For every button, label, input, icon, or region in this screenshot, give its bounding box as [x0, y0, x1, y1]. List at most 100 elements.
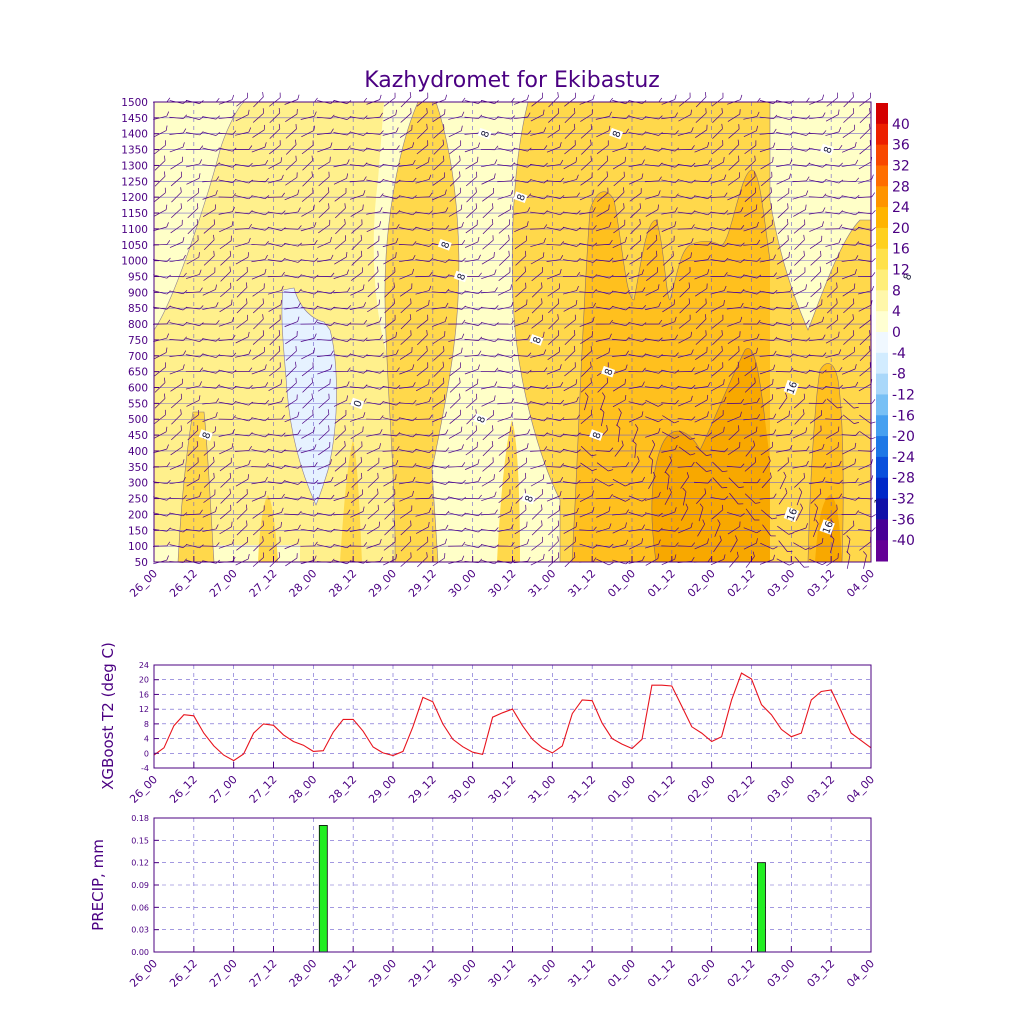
wind-barb [776, 322, 794, 326]
wind-barb [563, 285, 579, 295]
wind-barb [300, 541, 318, 547]
time-tick-label: 27_00 [207, 567, 240, 600]
wind-barb [334, 410, 347, 424]
wind-barb [185, 145, 204, 150]
wind-barb [530, 127, 547, 136]
wind-barb [448, 333, 465, 342]
wind-barb [513, 538, 530, 549]
wind-barb [628, 512, 647, 517]
wind-barb [169, 512, 188, 517]
wind-barb [514, 457, 527, 472]
wind-barb [612, 289, 630, 294]
t2-time-tick-label: 01_12 [645, 773, 678, 806]
wind-barb [351, 219, 363, 234]
wind-barb [842, 283, 856, 297]
wind-barb [302, 377, 313, 393]
precip-bar [318, 825, 328, 953]
wind-barb [285, 172, 298, 186]
wind-barb [579, 242, 598, 247]
level-tick-label: 800 [128, 319, 148, 331]
wind-barb [481, 252, 495, 265]
wind-barb [841, 496, 860, 501]
wind-barb [825, 349, 842, 358]
wind-barb [661, 400, 679, 405]
contour-label-text: 16 [821, 520, 836, 536]
wind-barb [334, 188, 347, 202]
wind-barb [202, 524, 219, 532]
wind-barb [234, 224, 252, 230]
wind-barb [760, 219, 773, 234]
wind-barb [251, 142, 267, 153]
wind-barb [677, 461, 695, 468]
wind-barb [185, 322, 204, 327]
wind-barb [333, 322, 352, 327]
wind-barb [349, 320, 368, 325]
wind-barb [252, 283, 265, 297]
colorbar-segment [876, 332, 888, 354]
wind-barb [498, 426, 512, 439]
wind-barb [677, 367, 695, 373]
wind-barb [546, 177, 564, 183]
wind-barb [251, 241, 269, 246]
wind-barb [202, 369, 221, 374]
wind-barb [482, 457, 494, 472]
wind-barb [448, 111, 465, 120]
wind-barb [497, 97, 515, 103]
wind-barb [661, 507, 677, 518]
wind-barb [481, 474, 495, 487]
wind-barb [333, 527, 352, 532]
wind-barb [808, 462, 827, 468]
wind-barb [465, 156, 479, 170]
wind-barb [698, 503, 704, 522]
wind-barb [612, 478, 630, 487]
wind-barb [793, 267, 806, 282]
wind-barb [497, 524, 514, 533]
wind-barb [169, 114, 187, 119]
contour-label-box [783, 506, 800, 523]
wind-barb [398, 159, 416, 167]
wind-barb [792, 301, 809, 311]
wind-barb [432, 109, 446, 122]
level-tick-label: 1300 [121, 160, 148, 172]
contour-label-box [477, 127, 492, 140]
wind-barb [218, 369, 237, 374]
wind-barb [220, 504, 232, 520]
wind-barb [728, 361, 740, 377]
wind-barb [333, 305, 352, 310]
precip-time-tick-label: 27_12 [247, 957, 280, 990]
wind-barb [234, 145, 253, 150]
colorbar-label: -4 [892, 346, 906, 362]
contour-label: 0 [350, 397, 365, 410]
wind-barb [415, 396, 432, 406]
wind-barb [579, 302, 597, 310]
wind-barb [777, 203, 789, 219]
wind-barb [513, 334, 531, 342]
wind-barb [695, 314, 707, 330]
wind-barb [596, 506, 611, 518]
wind-barb [350, 267, 363, 281]
contour-label: 16 [783, 379, 800, 396]
wind-barb [449, 187, 461, 202]
wind-barb [399, 490, 414, 502]
contour-label-text: 8 [201, 431, 214, 441]
contour-line [384, 101, 419, 563]
contour-label-text: 8 [524, 494, 537, 504]
wind-barb [415, 157, 430, 170]
wind-barb [269, 314, 281, 329]
wind-barb [777, 188, 790, 202]
wind-barb [366, 316, 382, 327]
wind-barb [482, 235, 494, 250]
wind-barb [546, 417, 565, 422]
wind-barb [154, 155, 166, 171]
wind-barb [759, 336, 778, 342]
wind-barb [366, 334, 383, 341]
wind-barb [416, 140, 429, 155]
colorbar-label: 8 [892, 283, 901, 299]
wind-barb [448, 347, 463, 360]
wind-barb [531, 282, 543, 298]
wind-barb [776, 173, 791, 185]
wind-barb [514, 521, 528, 535]
wind-barb [415, 414, 433, 420]
colorbar-label: 24 [892, 200, 910, 216]
level-tick-label: 850 [128, 303, 148, 315]
